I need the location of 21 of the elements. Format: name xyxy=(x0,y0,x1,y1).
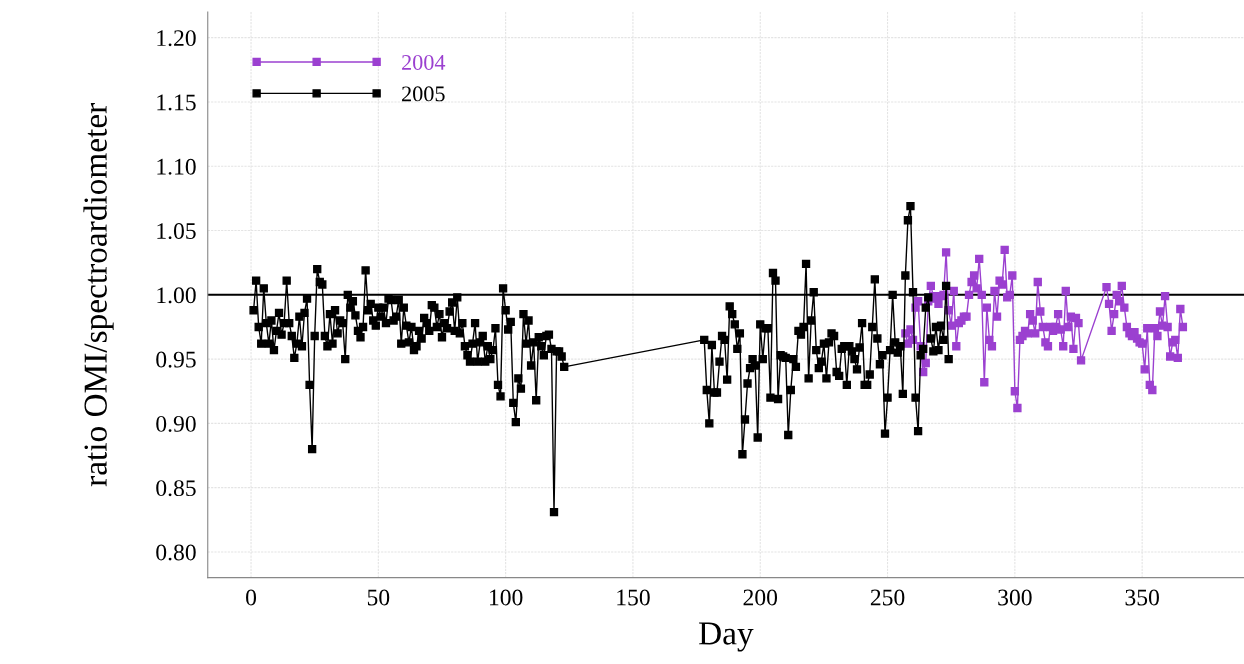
y-axis-title: ratio OMI/spectroardiometer xyxy=(83,103,114,487)
legend-label: 2005 xyxy=(402,86,445,102)
y-tick-label: 1.00 xyxy=(157,287,196,304)
legend-label: 2004 xyxy=(402,54,446,70)
x-tick-label: 300 xyxy=(998,589,1032,606)
x-tick-label: 50 xyxy=(367,589,390,606)
y-tick-label: 0.80 xyxy=(156,544,196,561)
y-tick-label: 1.20 xyxy=(157,30,196,47)
x-tick-label: 350 xyxy=(1125,589,1159,606)
x-tick-label: 0 xyxy=(246,589,257,606)
y-tick-label: 0.85 xyxy=(156,480,196,497)
y-tick-label: 0.90 xyxy=(156,415,196,432)
x-tick-label: 200 xyxy=(743,589,778,606)
x-axis-title: Day xyxy=(699,622,754,652)
y-tick-label: 1.05 xyxy=(157,223,196,240)
y-tick-label: 0.95 xyxy=(156,351,196,368)
x-tick-label: 250 xyxy=(870,589,905,606)
y-tick-label: 1.15 xyxy=(157,94,196,111)
x-tick-label: 150 xyxy=(617,589,650,606)
y-tick-label: 1.10 xyxy=(157,158,196,175)
x-tick-label: 100 xyxy=(490,589,523,606)
